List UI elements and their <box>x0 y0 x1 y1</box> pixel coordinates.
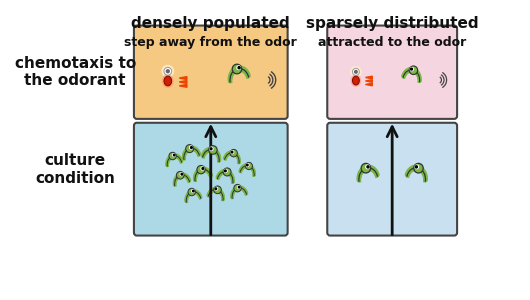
Circle shape <box>209 146 217 154</box>
Text: chemotaxis to
the odorant: chemotaxis to the odorant <box>15 56 136 88</box>
Text: sparsely distributed: sparsely distributed <box>306 16 479 31</box>
Circle shape <box>186 145 193 153</box>
Ellipse shape <box>351 75 360 86</box>
Circle shape <box>234 184 241 192</box>
Circle shape <box>202 168 204 169</box>
Circle shape <box>197 166 205 174</box>
Circle shape <box>367 166 369 168</box>
Circle shape <box>231 151 234 154</box>
Circle shape <box>246 164 248 166</box>
FancyBboxPatch shape <box>327 26 457 119</box>
Circle shape <box>225 170 226 172</box>
Text: step away from the odor: step away from the odor <box>125 36 297 49</box>
Ellipse shape <box>164 76 172 86</box>
Text: attracted to the odor: attracted to the odor <box>318 36 466 49</box>
Circle shape <box>201 167 204 170</box>
Polygon shape <box>179 80 187 83</box>
Circle shape <box>169 152 176 160</box>
Polygon shape <box>366 76 372 79</box>
Circle shape <box>351 67 361 77</box>
Polygon shape <box>179 84 187 87</box>
Circle shape <box>416 166 417 168</box>
Circle shape <box>352 68 359 75</box>
Circle shape <box>355 70 357 73</box>
Circle shape <box>191 147 192 148</box>
Circle shape <box>162 65 173 77</box>
Circle shape <box>192 190 195 192</box>
Circle shape <box>188 188 196 196</box>
Circle shape <box>166 70 169 73</box>
Ellipse shape <box>352 76 359 85</box>
Circle shape <box>232 64 242 74</box>
Circle shape <box>173 154 175 156</box>
Circle shape <box>215 188 217 190</box>
Circle shape <box>246 164 249 166</box>
Circle shape <box>181 173 183 175</box>
Polygon shape <box>366 83 372 86</box>
Ellipse shape <box>163 75 173 87</box>
Circle shape <box>230 149 237 157</box>
Circle shape <box>210 147 213 150</box>
Circle shape <box>361 164 370 173</box>
Polygon shape <box>366 80 372 82</box>
Circle shape <box>411 68 412 70</box>
Circle shape <box>414 164 423 173</box>
Circle shape <box>224 169 227 172</box>
Circle shape <box>409 66 418 74</box>
FancyBboxPatch shape <box>327 123 457 236</box>
Circle shape <box>231 151 233 153</box>
Circle shape <box>238 186 240 188</box>
Circle shape <box>180 173 183 175</box>
Circle shape <box>410 68 413 70</box>
FancyBboxPatch shape <box>134 26 288 119</box>
Circle shape <box>192 190 194 192</box>
Polygon shape <box>179 76 187 80</box>
Circle shape <box>366 165 369 169</box>
Text: culture
condition: culture condition <box>36 153 115 186</box>
Circle shape <box>176 171 184 179</box>
Circle shape <box>415 165 419 169</box>
Circle shape <box>245 162 252 169</box>
FancyBboxPatch shape <box>134 123 288 236</box>
Circle shape <box>238 67 240 69</box>
Circle shape <box>214 186 222 194</box>
Circle shape <box>215 188 217 190</box>
Text: densely populated: densely populated <box>131 16 290 31</box>
Circle shape <box>164 68 172 75</box>
Circle shape <box>210 148 212 150</box>
Circle shape <box>237 186 240 188</box>
Circle shape <box>237 66 241 70</box>
Circle shape <box>223 168 231 176</box>
Circle shape <box>190 146 192 149</box>
Circle shape <box>173 154 175 156</box>
